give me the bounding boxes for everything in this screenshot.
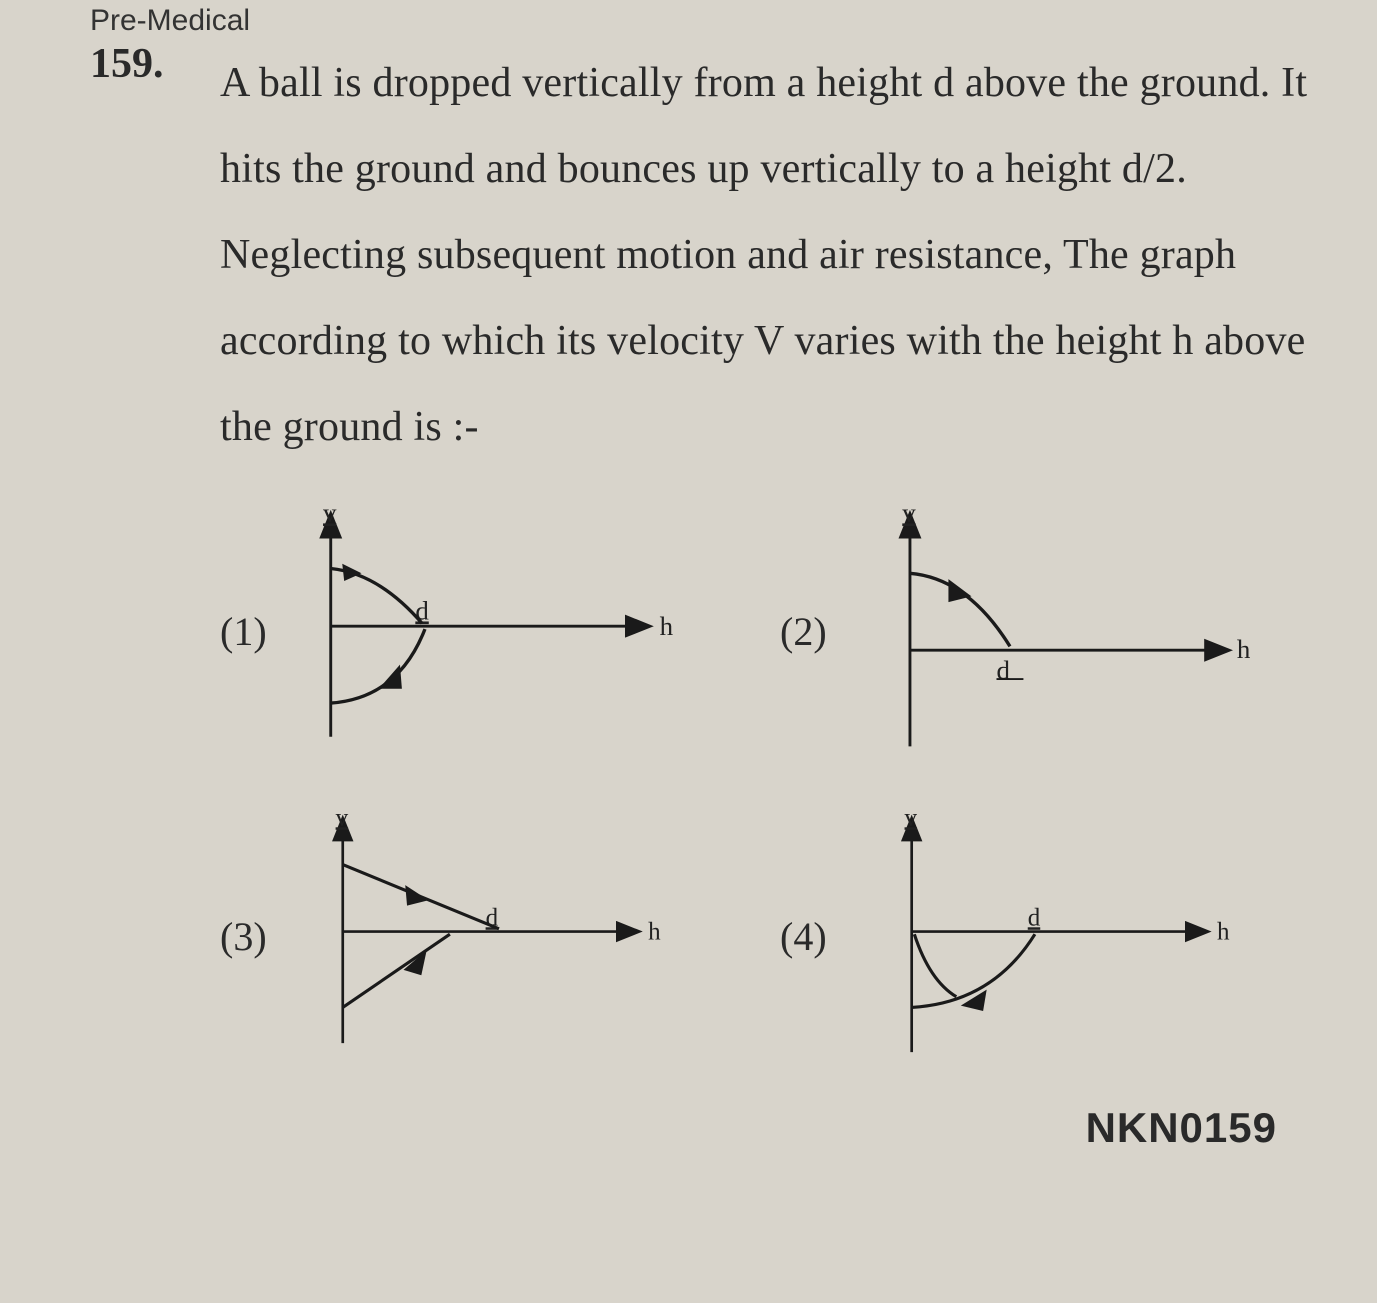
option-3-graph: v h d [284,811,714,1061]
axis-h-label: h [648,919,661,946]
options-grid: (1) v h d [220,496,1317,1086]
option-1-graph: v h d [284,506,714,756]
option-4-label: (4) [780,913,844,960]
axis-v-label: v [336,811,349,831]
option-3-label: (3) [220,913,284,960]
option-2-label: (2) [780,608,844,655]
option-2: (2) v h d [780,496,1340,766]
axis-v-label: v [323,506,337,527]
question-row: 159. A ball is dropped vertically from a… [90,40,1317,470]
axis-h-label: h [1237,634,1251,664]
axis-h-label: h [1217,919,1230,946]
option-4: (4) v h d [780,786,1340,1086]
option-4-graph: v h d [844,811,1274,1061]
option-1-label: (1) [220,608,284,655]
question-number: 159. [90,40,220,88]
option-3: (3) v h d [220,786,780,1086]
d-label: d [1028,905,1041,932]
d-label: d [997,656,1011,686]
question-text: A ball is dropped vertically from a heig… [220,40,1317,470]
axis-v-label: v [902,506,916,527]
question-code: NKN0159 [90,1104,1277,1152]
option-1: (1) v h d [220,496,780,766]
axis-h-label: h [660,611,674,641]
option-2-graph: v h d [844,506,1274,756]
header-tag: Pre-Medical [90,4,1317,38]
d-label: d [415,596,429,626]
axis-v-label: v [905,811,918,831]
page-root: Pre-Medical 159. A ball is dropped verti… [0,4,1377,1152]
